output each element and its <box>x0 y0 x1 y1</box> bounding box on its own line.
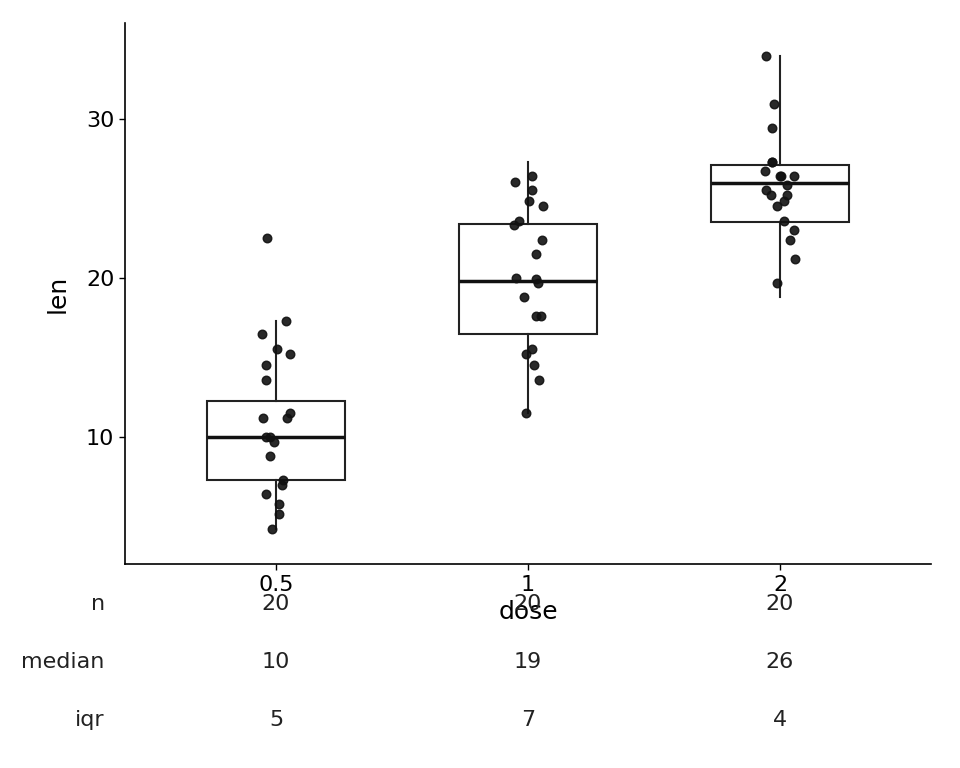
Point <box>279 412 295 424</box>
Point <box>766 98 781 111</box>
Point <box>758 51 774 63</box>
Point <box>507 176 522 188</box>
Text: 20: 20 <box>262 594 290 614</box>
Point <box>531 373 546 386</box>
Point <box>259 359 275 372</box>
Point <box>528 273 543 286</box>
Point <box>508 272 523 284</box>
Point <box>517 348 533 360</box>
Point <box>533 310 548 323</box>
Point <box>777 195 792 207</box>
Text: 4: 4 <box>773 710 787 730</box>
Point <box>774 170 789 182</box>
Text: median: median <box>21 652 105 672</box>
Point <box>786 170 802 182</box>
Point <box>770 200 785 212</box>
Point <box>269 343 284 356</box>
Point <box>530 276 545 289</box>
Point <box>516 291 532 303</box>
Point <box>272 498 287 510</box>
Point <box>258 373 274 386</box>
Point <box>524 343 540 356</box>
Point <box>255 412 271 424</box>
Point <box>262 450 277 462</box>
Point <box>262 431 277 443</box>
Text: 5: 5 <box>269 710 283 730</box>
Bar <box>206 401 346 480</box>
Point <box>528 248 543 260</box>
Point <box>524 170 540 182</box>
Point <box>777 214 792 227</box>
Point <box>272 508 287 520</box>
Point <box>266 435 281 448</box>
Point <box>524 184 540 197</box>
Point <box>253 327 269 339</box>
Point <box>526 359 541 372</box>
Point <box>782 233 798 246</box>
Point <box>276 474 291 486</box>
Text: 7: 7 <box>521 710 535 730</box>
Point <box>780 189 795 201</box>
Point <box>518 407 534 419</box>
Point <box>512 214 527 227</box>
Text: 20: 20 <box>766 594 794 614</box>
Point <box>764 155 780 167</box>
Point <box>772 170 787 182</box>
Point <box>786 224 802 237</box>
Point <box>258 488 274 501</box>
Point <box>265 523 280 535</box>
Text: 20: 20 <box>514 594 542 614</box>
Point <box>787 253 803 265</box>
Point <box>506 219 521 231</box>
Point <box>535 200 550 212</box>
Point <box>275 478 290 491</box>
Point <box>528 310 543 323</box>
Point <box>259 232 275 244</box>
X-axis label: dose: dose <box>498 601 558 624</box>
Text: 19: 19 <box>514 652 542 672</box>
Text: 10: 10 <box>262 652 290 672</box>
Point <box>282 407 298 419</box>
Bar <box>459 224 597 333</box>
Point <box>521 195 537 207</box>
Bar <box>710 165 850 222</box>
Point <box>763 189 779 201</box>
Point <box>258 431 274 443</box>
Point <box>282 348 298 360</box>
Point <box>770 276 785 289</box>
Point <box>764 122 780 134</box>
Text: 26: 26 <box>766 652 794 672</box>
Point <box>278 315 294 327</box>
Text: iqr: iqr <box>75 710 105 730</box>
Point <box>535 233 550 246</box>
Point <box>779 180 794 192</box>
Point <box>757 165 773 177</box>
Point <box>758 184 774 197</box>
Point <box>764 155 780 167</box>
Y-axis label: len: len <box>45 275 69 313</box>
Text: n: n <box>90 594 105 614</box>
